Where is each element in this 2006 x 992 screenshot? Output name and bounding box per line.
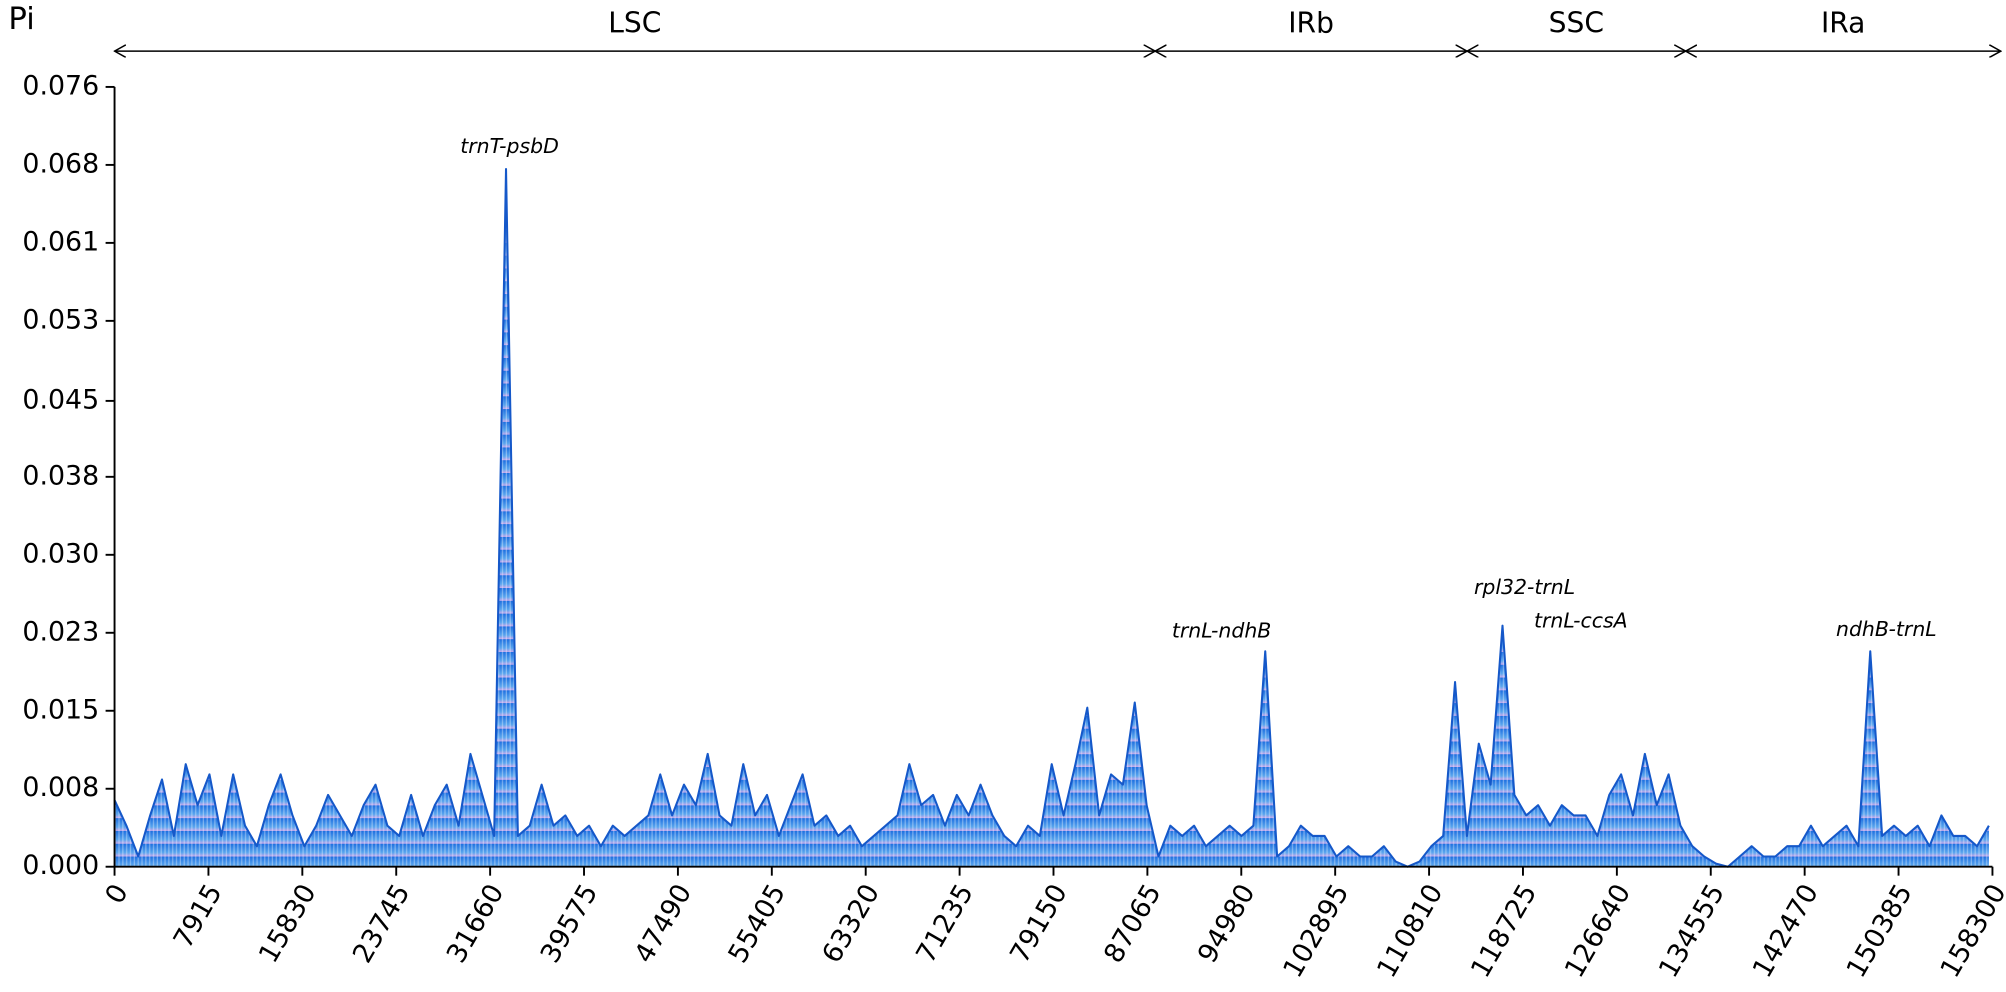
- annotation: trnT-psbD: [460, 134, 559, 158]
- x-tick-label: 87065: [1098, 879, 1168, 968]
- y-tick-label: 0.000: [22, 850, 99, 881]
- x-tick-label: 23745: [347, 879, 417, 968]
- x-tick-label: 47490: [629, 879, 699, 968]
- annotation: trnL-ndhB: [1172, 619, 1271, 643]
- x-tick-label: 63320: [816, 879, 886, 968]
- x-tick-label: 79150: [1004, 879, 1074, 968]
- y-tick-label: 0.015: [22, 694, 99, 725]
- x-tick-label: 158300: [1935, 879, 2006, 983]
- area-fill: [114, 169, 1989, 867]
- x-tick-label: 134555: [1653, 879, 1731, 983]
- annotation: ndhB-trnL: [1836, 617, 1937, 641]
- y-tick-label: 0.038: [22, 460, 99, 491]
- y-axis-label: Pi: [8, 2, 34, 37]
- region-label: SSC: [1549, 6, 1604, 39]
- x-tick-label: 110810: [1371, 879, 1449, 983]
- y-tick-label: 0.076: [22, 70, 99, 101]
- y-tick-label: 0.045: [22, 384, 99, 415]
- x-tick-label: 94980: [1192, 879, 1262, 968]
- x-tick-label: 102895: [1277, 879, 1355, 983]
- x-tick-label: 31660: [441, 879, 511, 968]
- y-tick-label: 0.030: [22, 538, 99, 569]
- y-tick-label: 0.023: [22, 616, 99, 647]
- x-tick-label: 126640: [1559, 879, 1637, 983]
- region-label: IRa: [1821, 6, 1865, 39]
- x-tick-label: 150385: [1841, 879, 1919, 983]
- x-tick-label: 55405: [723, 879, 793, 968]
- region-label: LSC: [608, 6, 661, 39]
- y-tick-label: 0.053: [22, 304, 99, 335]
- y-tick-label: 0.068: [22, 148, 99, 179]
- x-tick-label: 7915: [168, 879, 229, 954]
- x-tick-label: 71235: [910, 879, 980, 968]
- annotation: rpl32-trnL: [1474, 575, 1575, 599]
- area-line: [113, 167, 1990, 868]
- region-label: IRb: [1288, 6, 1334, 39]
- y-tick-label: 0.061: [22, 226, 99, 257]
- x-tick-label: 15830: [253, 879, 323, 968]
- x-tick-label: 118725: [1465, 879, 1543, 983]
- x-tick-label: 0: [99, 879, 134, 909]
- y-tick-label: 0.008: [22, 772, 99, 803]
- annotation: trnL-ccsA: [1534, 608, 1628, 632]
- x-tick-label: 142470: [1747, 879, 1825, 983]
- x-tick-label: 39575: [535, 879, 605, 968]
